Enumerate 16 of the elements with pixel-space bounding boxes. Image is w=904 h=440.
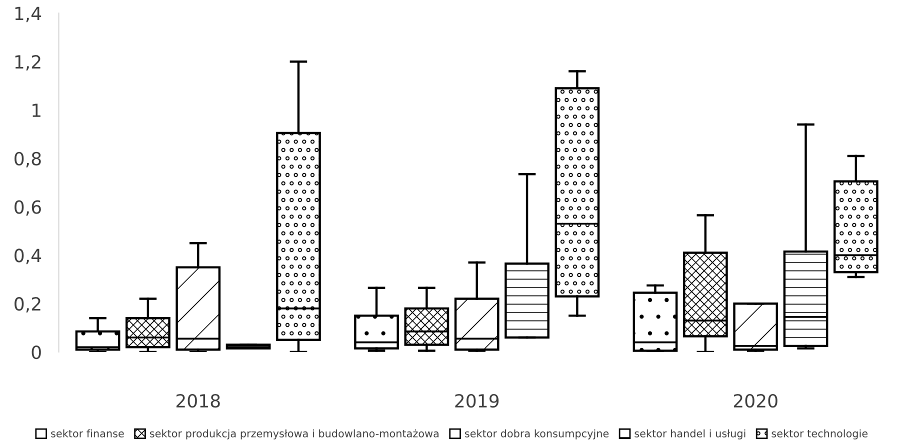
y-tick-label: 1,4 <box>15 6 42 22</box>
y-tick-label: 0,8 <box>14 152 41 168</box>
legend-label: sektor produkcja przemysłowa i budowlano-montażowa <box>150 429 438 440</box>
legend-label: sektor finanse <box>51 429 124 438</box>
legend-label: sektor handel i usługi <box>634 429 746 440</box>
x-tick-label: 2020 <box>734 394 778 408</box>
y-tick-label: 0,4 <box>14 248 42 264</box>
y-tick-label: 0,6 <box>14 200 41 216</box>
x-tick-label: 2018 <box>176 394 220 408</box>
x-tick-label: 2019 <box>455 394 499 408</box>
y-tick-label: 0 <box>32 345 41 360</box>
y-tick-label: 0,2 <box>14 297 40 313</box>
y-tick-label: 1 <box>32 104 40 117</box>
y-tick-label: 1,2 <box>15 55 40 71</box>
legend-label: sektor technologie <box>772 429 868 440</box>
legend-label: sektor dobra konsumpcyjne <box>465 429 609 440</box>
